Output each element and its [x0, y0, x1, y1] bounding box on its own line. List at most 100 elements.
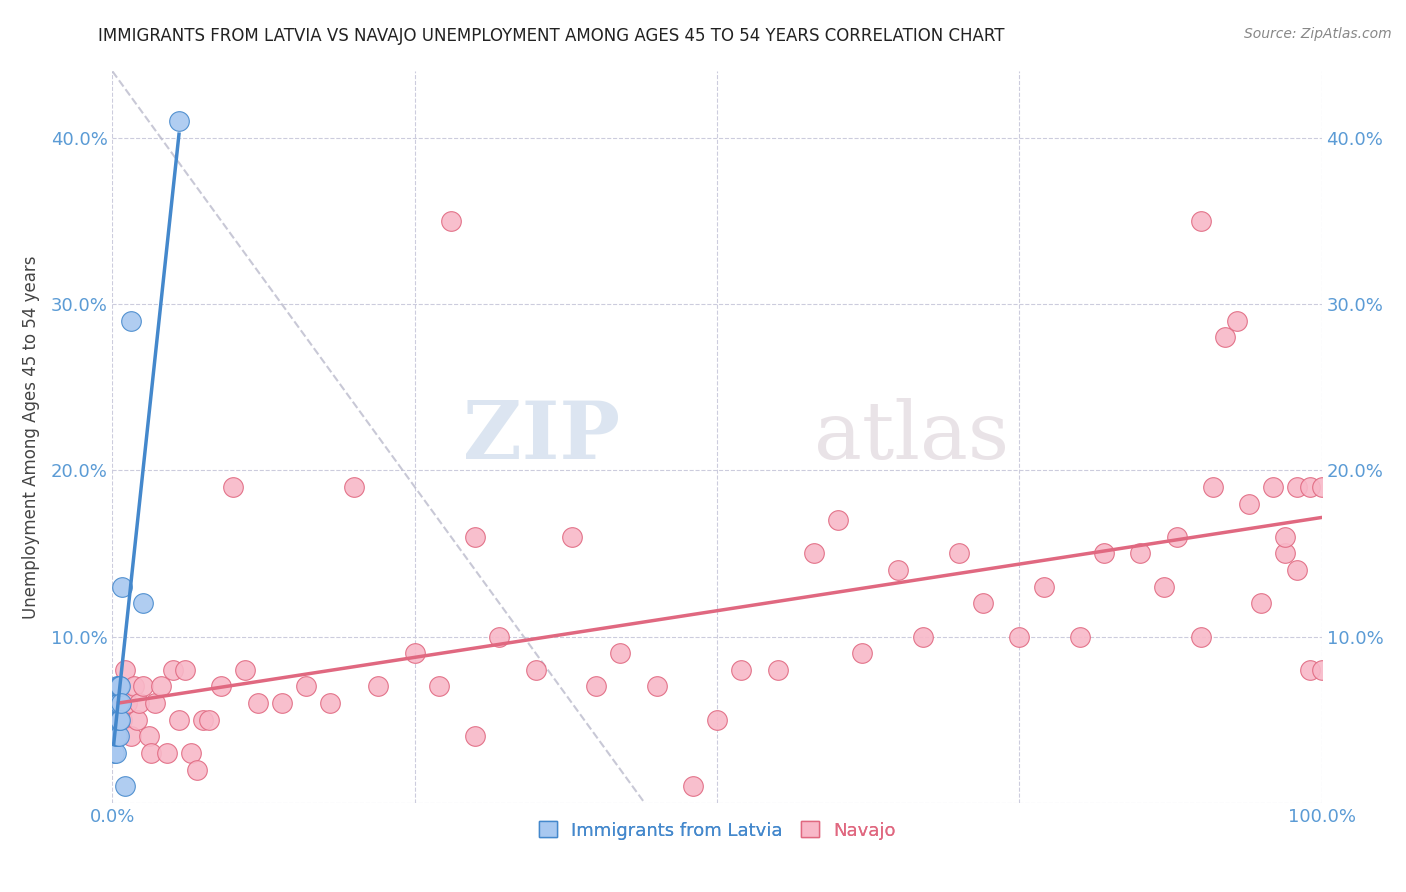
Point — [104, 696, 127, 710]
Point — [1250, 596, 1272, 610]
Point — [105, 729, 128, 743]
Point — [141, 746, 163, 760]
Point — [125, 713, 148, 727]
Point — [1286, 563, 1309, 577]
Point — [105, 713, 128, 727]
Point — [524, 663, 547, 677]
Point — [585, 680, 607, 694]
Point — [1298, 480, 1320, 494]
Point — [114, 663, 136, 677]
Point — [440, 214, 463, 228]
Point — [149, 680, 172, 694]
Point — [887, 563, 910, 577]
Point — [167, 713, 190, 727]
Point — [464, 729, 486, 743]
Point — [103, 746, 125, 760]
Point — [180, 746, 202, 760]
Point — [1202, 480, 1225, 494]
Point — [105, 746, 128, 760]
Point — [367, 680, 389, 694]
Point — [464, 530, 486, 544]
Point — [104, 713, 127, 727]
Point — [108, 713, 131, 727]
Point — [645, 680, 668, 694]
Point — [138, 729, 160, 743]
Point — [488, 630, 510, 644]
Point — [132, 680, 155, 694]
Point — [295, 680, 318, 694]
Point — [1310, 480, 1333, 494]
Point — [827, 513, 849, 527]
Point — [1237, 497, 1260, 511]
Point — [1189, 214, 1212, 228]
Point — [115, 696, 138, 710]
Point — [1153, 580, 1175, 594]
Point — [1069, 630, 1091, 644]
Text: atlas: atlas — [814, 398, 1010, 476]
Point — [105, 680, 128, 694]
Point — [105, 713, 128, 727]
Point — [1298, 663, 1320, 677]
Point — [270, 696, 292, 710]
Point — [120, 729, 142, 743]
Point — [803, 546, 825, 560]
Y-axis label: Unemployment Among Ages 45 to 54 years: Unemployment Among Ages 45 to 54 years — [21, 255, 39, 619]
Point — [427, 680, 450, 694]
Point — [104, 729, 127, 743]
Text: IMMIGRANTS FROM LATVIA VS NAVAJO UNEMPLOYMENT AMONG AGES 45 TO 54 YEARS CORRELAT: IMMIGRANTS FROM LATVIA VS NAVAJO UNEMPLO… — [98, 27, 1005, 45]
Point — [105, 696, 128, 710]
Point — [706, 713, 728, 727]
Point — [107, 680, 129, 694]
Point — [1166, 530, 1188, 544]
Point — [1286, 480, 1309, 494]
Point — [105, 729, 128, 743]
Point — [128, 696, 150, 710]
Point — [1263, 480, 1285, 494]
Point — [911, 630, 934, 644]
Point — [766, 663, 789, 677]
Point — [108, 680, 131, 694]
Point — [174, 663, 197, 677]
Point — [114, 779, 136, 793]
Point — [851, 646, 873, 660]
Point — [107, 713, 129, 727]
Point — [110, 696, 132, 710]
Point — [1129, 546, 1152, 560]
Point — [143, 696, 166, 710]
Point — [1189, 630, 1212, 644]
Point — [186, 763, 208, 777]
Point — [222, 480, 245, 494]
Text: Source: ZipAtlas.com: Source: ZipAtlas.com — [1244, 27, 1392, 41]
Point — [120, 314, 142, 328]
Point — [1032, 580, 1054, 594]
Point — [1226, 314, 1249, 328]
Point — [404, 646, 426, 660]
Point — [132, 596, 155, 610]
Point — [198, 713, 221, 727]
Point — [235, 663, 257, 677]
Point — [191, 713, 214, 727]
Point — [1008, 630, 1031, 644]
Point — [948, 546, 970, 560]
Point — [103, 713, 125, 727]
Point — [156, 746, 179, 760]
Point — [111, 713, 134, 727]
Point — [730, 663, 752, 677]
Point — [1274, 530, 1296, 544]
Point — [343, 480, 366, 494]
Point — [110, 696, 132, 710]
Point — [167, 114, 190, 128]
Point — [319, 696, 342, 710]
Point — [122, 680, 145, 694]
Point — [609, 646, 631, 660]
Point — [107, 729, 129, 743]
Point — [1092, 546, 1115, 560]
Point — [1274, 546, 1296, 560]
Point — [107, 680, 129, 694]
Point — [1310, 663, 1333, 677]
Point — [972, 596, 994, 610]
Point — [107, 696, 129, 710]
Legend: Immigrants from Latvia, Navajo: Immigrants from Latvia, Navajo — [530, 813, 904, 848]
Point — [682, 779, 704, 793]
Point — [162, 663, 184, 677]
